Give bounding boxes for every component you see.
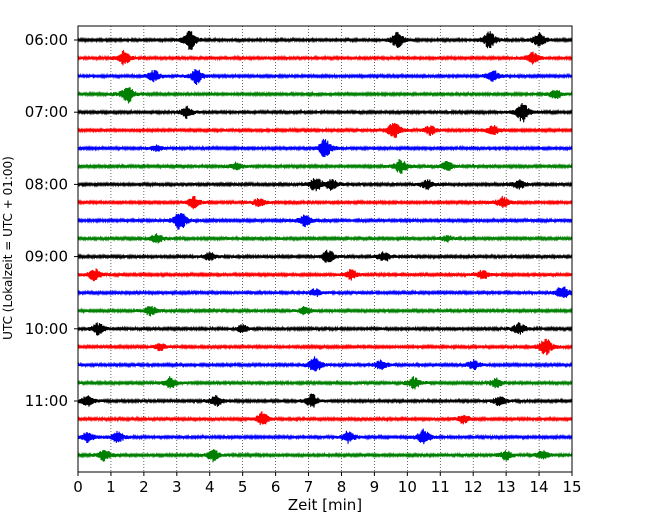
y-tick-label: 07:00 xyxy=(25,103,68,121)
trace-1030 xyxy=(77,356,573,372)
x-tick-label: 3 xyxy=(172,478,182,496)
trace-1115 xyxy=(77,411,573,425)
trace-0930 xyxy=(77,286,573,298)
y-tick-label: 06:00 xyxy=(25,31,68,49)
trace-0645 xyxy=(77,87,573,104)
x-axis-title: Zeit [min] xyxy=(288,496,362,514)
x-tick-label: 15 xyxy=(562,478,581,496)
trace-0745 xyxy=(77,158,573,174)
x-tick-label: 9 xyxy=(370,478,380,496)
trace-0845 xyxy=(77,233,573,244)
trace-0945 xyxy=(77,305,573,317)
x-tick-label: 6 xyxy=(271,478,281,496)
x-tick-label: 2 xyxy=(139,478,149,496)
trace-1130 xyxy=(77,428,573,445)
trace-0830 xyxy=(77,213,573,230)
x-tick-label: 0 xyxy=(73,478,83,496)
trace-0700 xyxy=(77,103,573,123)
x-tick-label: 5 xyxy=(238,478,248,496)
trace-0615 xyxy=(77,50,573,66)
y-tick-label: 10:00 xyxy=(25,320,68,338)
x-tick-label: 8 xyxy=(337,478,347,496)
y-tick-label: 08:00 xyxy=(25,175,68,193)
x-axis-ticks: 0 1 2 3 4 5 6 7 8 9 10 11 12 13 14 15 xyxy=(73,472,582,496)
trace-0715 xyxy=(77,122,573,139)
trace-1045 xyxy=(77,376,573,390)
trace-1145 xyxy=(77,449,573,463)
trace-1000 xyxy=(77,322,573,336)
trace-rows xyxy=(77,30,573,463)
x-tick-label: 10 xyxy=(398,478,417,496)
x-tick-label: 12 xyxy=(464,478,483,496)
trace-0800 xyxy=(77,178,573,192)
x-tick-label: 7 xyxy=(304,478,314,496)
x-tick-label: 4 xyxy=(205,478,215,496)
x-tick-label: 14 xyxy=(530,478,549,496)
trace-1100 xyxy=(77,393,573,408)
x-tick-label: 13 xyxy=(497,478,516,496)
x-tick-label: 11 xyxy=(431,478,450,496)
trace-0900 xyxy=(77,249,573,263)
grid-lines xyxy=(110,26,540,472)
y-tick-label: 09:00 xyxy=(25,248,68,266)
trace-1015 xyxy=(77,338,573,356)
y-tick-label: 11:00 xyxy=(25,392,68,410)
y-axis-title: UTC (Lokalzeit = UTC + 01:00) xyxy=(1,156,15,340)
plot-frame xyxy=(77,25,573,473)
x-tick-label: 1 xyxy=(106,478,116,496)
trace-0730 xyxy=(77,138,573,158)
trace-0600 xyxy=(77,30,573,51)
y-axis-ticks: 06:00 07:00 08:00 09:00 10:00 11:00 xyxy=(25,31,78,410)
trace-0915 xyxy=(77,268,573,282)
trace-0815 xyxy=(77,195,573,210)
trace-0630 xyxy=(77,68,573,86)
